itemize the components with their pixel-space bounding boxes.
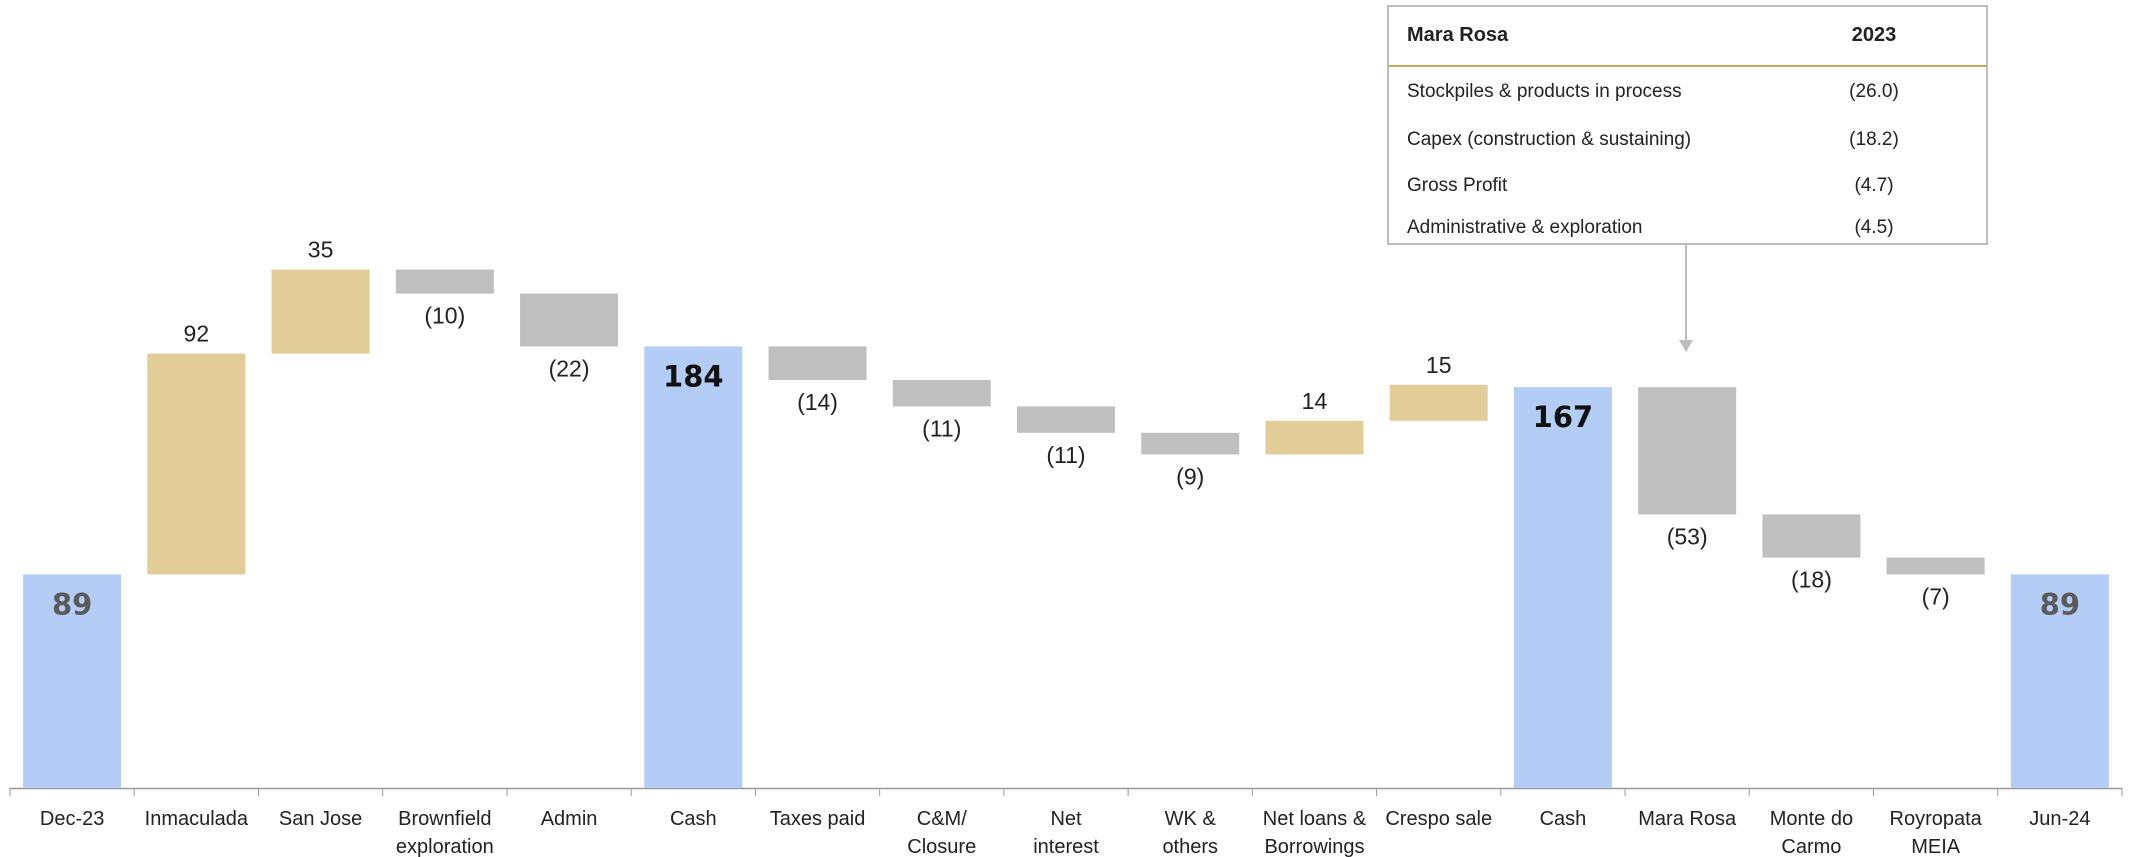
- x-tick-label: Closure: [907, 836, 976, 857]
- waterfall-bar: [271, 269, 370, 354]
- callout-row-label: Administrative & exploration: [1407, 217, 1643, 238]
- data-label: (9): [1176, 463, 1204, 489]
- data-label: 92: [184, 321, 210, 347]
- x-tick-label: Jun-24: [2029, 808, 2090, 830]
- data-label: 15: [1426, 352, 1452, 378]
- data-label: 167: [1533, 400, 1594, 434]
- callout-row-value: (4.7): [1854, 175, 1894, 196]
- waterfall-bar: [1638, 387, 1737, 515]
- waterfall-bar: [768, 346, 867, 380]
- data-label: 184: [663, 359, 724, 393]
- x-tick-label: Royropata: [1890, 808, 1983, 830]
- x-tick-label: Mara Rosa: [1638, 808, 1737, 830]
- callout-row-label: Gross Profit: [1407, 175, 1508, 196]
- waterfall-bar: [1141, 432, 1240, 455]
- data-label: (53): [1667, 523, 1708, 549]
- data-label: 35: [308, 237, 334, 263]
- mara-rosa-callout-box: Mara Rosa 2023 Stockpiles & products in …: [1387, 5, 1988, 245]
- callout-row-value: (18.2): [1849, 129, 1899, 150]
- callout-row: Stockpiles & products in process (26.0): [1389, 77, 1986, 107]
- data-label: (14): [797, 389, 838, 415]
- data-label: (10): [424, 303, 465, 329]
- x-tick-label: Net loans &: [1263, 808, 1367, 830]
- x-tick-label: Cash: [670, 808, 717, 830]
- x-tick-label: WK &: [1165, 808, 1217, 830]
- data-label: (18): [1791, 567, 1832, 593]
- x-tick-label: Monte do: [1770, 808, 1853, 830]
- waterfall-bar: [1389, 384, 1488, 421]
- callout-row-value: (26.0): [1849, 81, 1899, 102]
- waterfall-bar: [1513, 387, 1612, 788]
- x-tick-label: Inmaculada: [145, 808, 249, 830]
- x-tick-label: Brownfield: [398, 808, 491, 830]
- x-tick-label: Cash: [1540, 808, 1587, 830]
- x-tick-label: Dec-23: [40, 808, 104, 830]
- waterfall-bar: [2010, 574, 2109, 788]
- x-tick-label: Admin: [541, 808, 598, 830]
- waterfall-bar: [1762, 514, 1861, 558]
- x-tick-label: MEIA: [1911, 836, 1961, 857]
- waterfall-bar: [520, 293, 619, 347]
- x-tick-label: others: [1162, 836, 1218, 857]
- x-tick-label: C&M/: [917, 808, 967, 830]
- waterfall-bar: [1265, 420, 1364, 455]
- x-tick-label: Borrowings: [1264, 836, 1364, 857]
- x-tick-label: San Jose: [279, 808, 362, 830]
- waterfall-bar: [1017, 406, 1115, 433]
- waterfall-bar: [1886, 557, 1985, 575]
- waterfall-bar: [892, 380, 991, 407]
- waterfall-bar: [395, 269, 494, 294]
- waterfall-bar: [23, 574, 122, 788]
- waterfall-bar: [644, 346, 743, 788]
- callout-row-label: Capex (construction & sustaining): [1407, 129, 1692, 150]
- data-label: (11): [922, 415, 961, 441]
- callout-row: Capex (construction & sustaining) (18.2): [1389, 125, 1986, 155]
- data-label: 14: [1302, 388, 1328, 414]
- callout-row: Gross Profit (4.7): [1389, 171, 1986, 201]
- data-label: 89: [2040, 587, 2080, 621]
- data-label: (11): [1046, 442, 1085, 468]
- x-tick-label: Net: [1050, 808, 1082, 830]
- callout-row-value: (4.5): [1854, 217, 1894, 238]
- waterfall-bar: [147, 353, 246, 575]
- x-tick-label: Taxes paid: [770, 808, 866, 830]
- x-tick-label: exploration: [396, 836, 494, 857]
- callout-title: Mara Rosa: [1407, 24, 1509, 46]
- data-label: (7): [1922, 583, 1950, 609]
- callout-row-label: Stockpiles & products in process: [1407, 81, 1682, 102]
- x-tick-label: interest: [1033, 836, 1099, 857]
- callout-row: Administrative & exploration (4.5): [1389, 213, 1986, 243]
- data-label: 89: [52, 587, 92, 621]
- callout-header: Mara Rosa 2023: [1389, 7, 1986, 67]
- x-tick-label: Carmo: [1781, 836, 1841, 857]
- x-tick-label: Crespo sale: [1385, 808, 1492, 830]
- data-label: (22): [549, 355, 590, 381]
- callout-year: 2023: [1851, 24, 1897, 46]
